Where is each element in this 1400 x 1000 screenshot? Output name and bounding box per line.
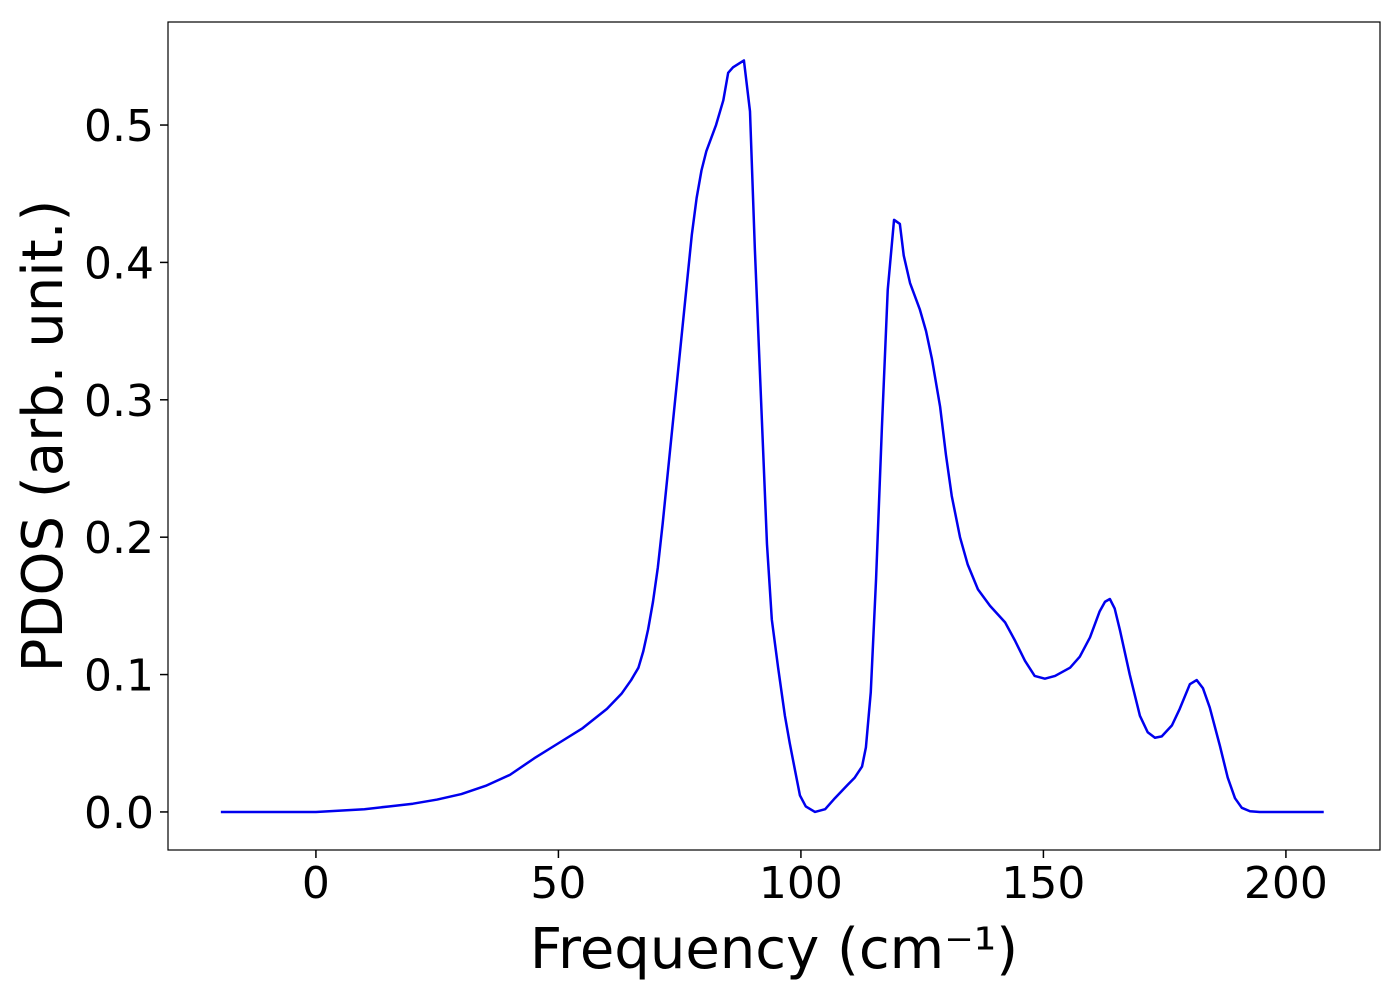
x-tick-label: 200 xyxy=(1244,858,1328,909)
data-line xyxy=(220,59,1324,814)
x-tick-label: 100 xyxy=(759,858,843,909)
plot-frame xyxy=(167,21,1381,851)
y-tick-label: 0.5 xyxy=(84,101,154,152)
x-tick-label: 0 xyxy=(302,858,330,909)
y-tick-label: 0.2 xyxy=(84,513,154,564)
x-tick-label: 50 xyxy=(530,858,586,909)
x-axis-label: Frequency (cm⁻¹) xyxy=(530,917,1018,982)
y-tick-label: 0.0 xyxy=(84,788,154,839)
y-tick-label: 0.4 xyxy=(84,238,154,289)
x-tick-label: 150 xyxy=(1001,858,1085,909)
y-axis-label: PDOS (arb. unit.) xyxy=(11,200,76,673)
y-tick-label: 0.1 xyxy=(84,651,154,702)
y-tick-label: 0.3 xyxy=(84,376,154,427)
